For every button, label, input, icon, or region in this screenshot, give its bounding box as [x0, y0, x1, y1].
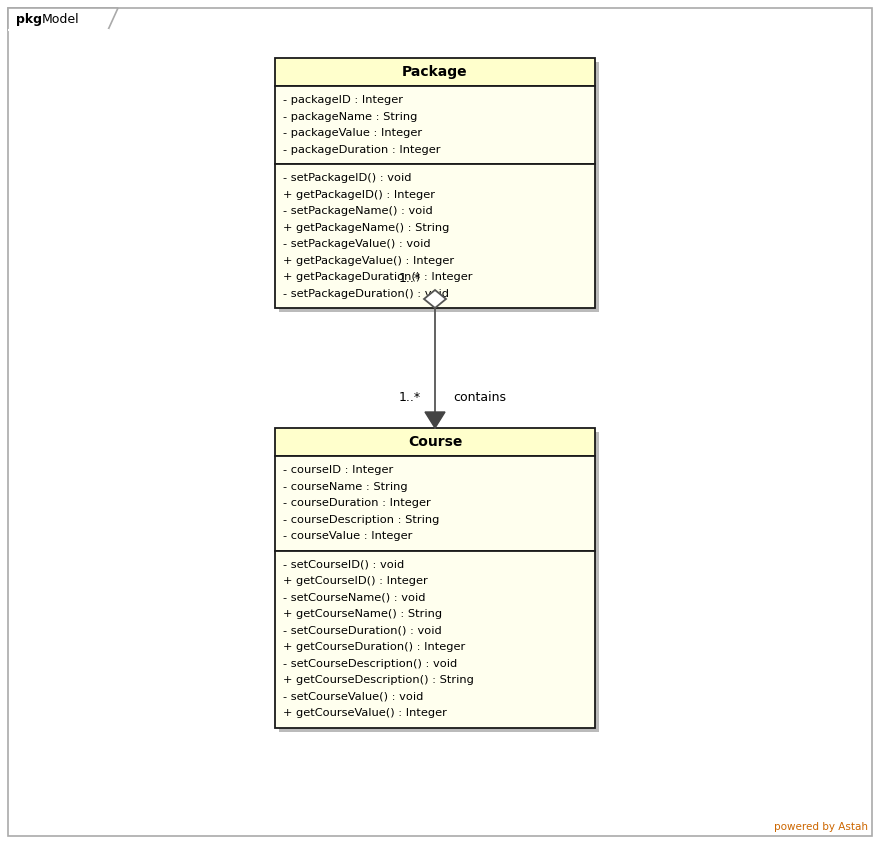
Text: - setCourseDescription() : void: - setCourseDescription() : void: [283, 659, 458, 668]
Text: - setPackageID() : void: - setPackageID() : void: [283, 173, 412, 183]
Text: 1..*: 1..*: [399, 272, 421, 285]
Polygon shape: [425, 412, 445, 428]
Text: - courseDuration : Integer: - courseDuration : Integer: [283, 498, 430, 508]
Bar: [275, 428, 595, 456]
Text: - courseName : String: - courseName : String: [283, 482, 407, 492]
Text: + getCourseDescription() : String: + getCourseDescription() : String: [283, 675, 473, 685]
Text: + getPackageID() : Integer: + getPackageID() : Integer: [283, 190, 435, 200]
Text: Course: Course: [407, 435, 462, 449]
Text: - setCourseValue() : void: - setCourseValue() : void: [283, 692, 423, 701]
Text: - setCourseName() : void: - setCourseName() : void: [283, 592, 426, 603]
Text: + getCourseValue() : Integer: + getCourseValue() : Integer: [283, 708, 447, 718]
Polygon shape: [8, 8, 118, 30]
Text: - setCourseID() : void: - setCourseID() : void: [283, 560, 404, 570]
Text: + getPackageName() : String: + getPackageName() : String: [283, 223, 450, 233]
Text: contains: contains: [453, 391, 506, 404]
Bar: [279, 62, 599, 312]
Text: - packageDuration : Integer: - packageDuration : Integer: [283, 145, 441, 154]
Text: - setPackageName() : void: - setPackageName() : void: [283, 206, 433, 216]
Text: + getPackageValue() : Integer: + getPackageValue() : Integer: [283, 256, 454, 266]
Text: - setPackageValue() : void: - setPackageValue() : void: [283, 239, 430, 249]
Text: - packageID : Integer: - packageID : Integer: [283, 95, 403, 106]
Text: - packageValue : Integer: - packageValue : Integer: [283, 128, 422, 138]
Text: - setPackageDuration() : void: - setPackageDuration() : void: [283, 289, 449, 299]
Text: + getCourseDuration() : Integer: + getCourseDuration() : Integer: [283, 642, 466, 652]
Bar: [275, 58, 595, 86]
Text: - courseDescription : String: - courseDescription : String: [283, 515, 439, 525]
Text: powered by Astah: powered by Astah: [774, 822, 868, 832]
Text: + getCourseName() : String: + getCourseName() : String: [283, 609, 442, 619]
Bar: [279, 432, 599, 732]
Text: - packageName : String: - packageName : String: [283, 111, 417, 122]
Text: 1..*: 1..*: [399, 391, 421, 404]
Bar: [275, 164, 595, 308]
Text: + getPackageDuration() : Integer: + getPackageDuration() : Integer: [283, 273, 473, 282]
Text: Package: Package: [402, 65, 468, 79]
Bar: [275, 550, 595, 728]
Bar: [275, 456, 595, 550]
Text: + getCourseID() : Integer: + getCourseID() : Integer: [283, 576, 428, 587]
Bar: [275, 86, 595, 164]
Text: - courseValue : Integer: - courseValue : Integer: [283, 531, 413, 541]
Text: - courseID : Integer: - courseID : Integer: [283, 465, 393, 475]
Text: - setCourseDuration() : void: - setCourseDuration() : void: [283, 625, 442, 636]
Polygon shape: [424, 290, 446, 308]
Text: pkg: pkg: [16, 13, 42, 25]
Text: Model: Model: [42, 13, 79, 25]
